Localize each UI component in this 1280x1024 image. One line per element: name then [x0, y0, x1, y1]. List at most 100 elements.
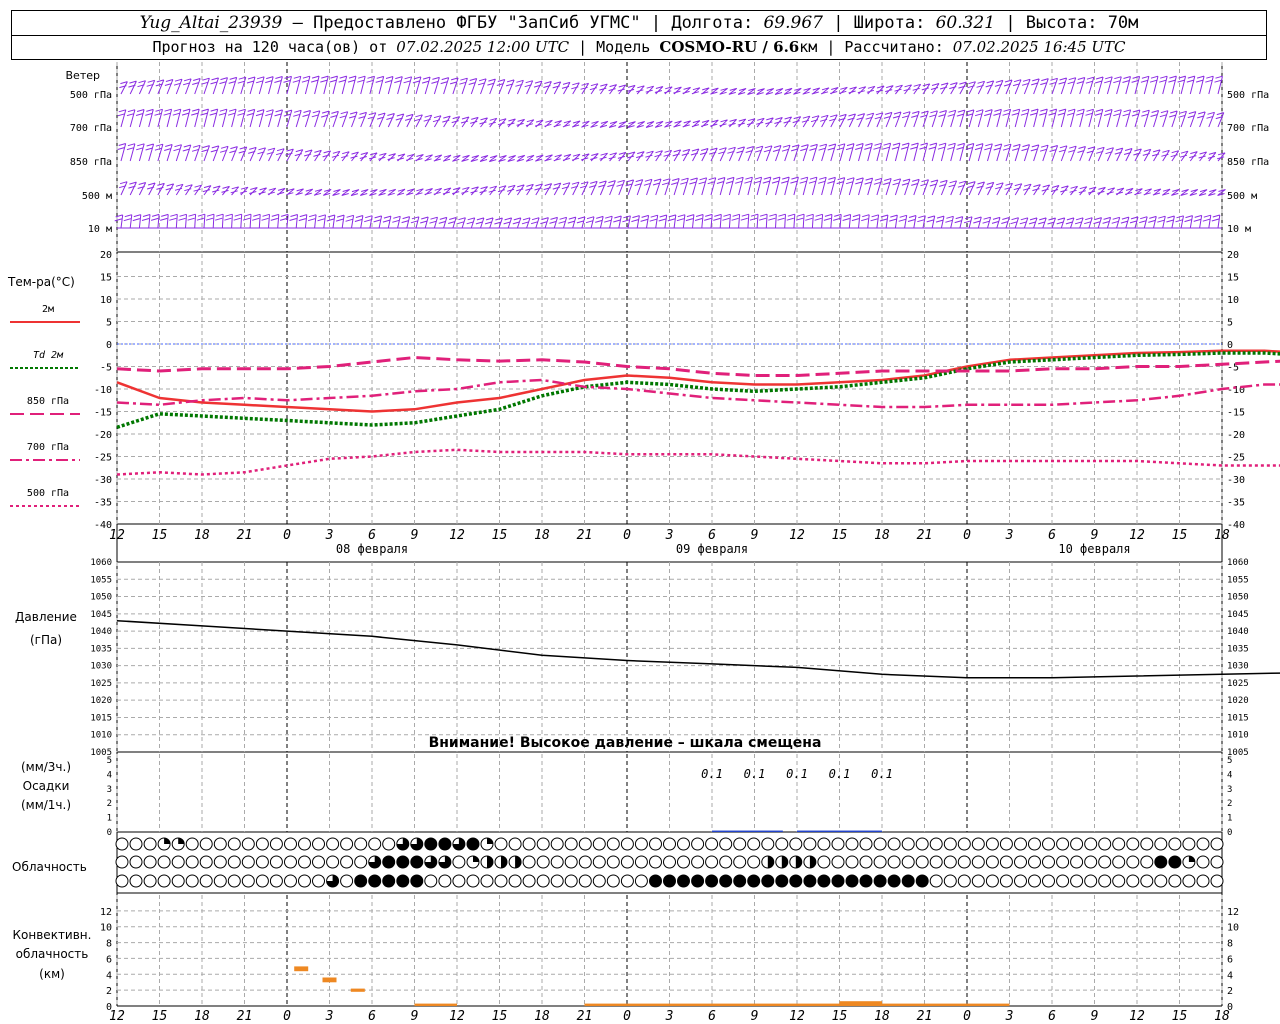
wind-barb [154, 108, 163, 128]
cloud-cover-circle [171, 855, 185, 869]
wind-barb [512, 217, 522, 229]
wind-barb [640, 214, 650, 229]
wind-barb [719, 119, 728, 128]
wind-barb [1198, 189, 1208, 197]
wind-barb [401, 216, 411, 229]
wind-barb [202, 185, 212, 196]
cloud-cover-circle [705, 874, 719, 888]
wind-barb [303, 149, 313, 162]
wind-barb [645, 85, 655, 95]
wind-barb [237, 76, 247, 95]
cloud-cover-fill [487, 838, 493, 844]
wind-barb [173, 78, 183, 95]
wind-barb [215, 213, 224, 229]
wind-barb [681, 148, 691, 162]
wind-barb [1047, 217, 1056, 229]
cloud-cover-circle [929, 855, 943, 869]
wind-barb [468, 78, 478, 95]
cloud-cover-circle [831, 855, 845, 869]
wind-barb [949, 82, 958, 95]
station-name: Yug_Altai_23939 [139, 13, 283, 33]
hour-label: 18 [874, 528, 890, 543]
wind-barb [470, 186, 479, 196]
cloud-cover-circle [115, 855, 129, 869]
cloud-cover-circle [269, 837, 283, 851]
cloud-cover-circle [1140, 837, 1154, 851]
cloud-cover-circle [255, 874, 269, 888]
wind-barb [228, 76, 238, 95]
wind-barb [1166, 215, 1175, 229]
hour-label-bottom: 12 [789, 1009, 805, 1024]
wind-barb [954, 216, 964, 229]
hour-label-bottom: 6 [368, 1009, 376, 1024]
wind-barb [1149, 75, 1159, 95]
conv-bar [294, 966, 309, 972]
cloud-cover-circle [354, 837, 368, 851]
wind-barb [1142, 148, 1152, 162]
wind-barb [1195, 75, 1205, 95]
cloud-cover-fill [326, 875, 339, 888]
cloud-cover-circle [620, 874, 634, 888]
wind-barb [279, 213, 289, 229]
wind-barb [713, 213, 722, 229]
wind-barb [562, 153, 572, 162]
wind-barb [690, 148, 700, 162]
wind-barb [497, 118, 507, 128]
conv-bar [350, 988, 365, 992]
wind-barb [135, 109, 145, 128]
conv-tick-left: 4 [106, 970, 112, 981]
pressure-tick-right: 1050 [1227, 593, 1249, 603]
cloud-cover-circle [1210, 874, 1224, 888]
wind-barb [1058, 145, 1068, 162]
wind-barb [255, 76, 265, 95]
temp-series-line [116, 351, 1280, 429]
conv-title-2: облачность [16, 947, 89, 961]
cloud-cover-circle [1140, 855, 1154, 869]
wind-barb [1161, 188, 1171, 196]
wind-barb [636, 151, 645, 162]
latitude-value: 60.321 [935, 13, 996, 33]
wind-barb [311, 110, 321, 128]
wind-barb [1085, 76, 1095, 95]
wind-barb [911, 110, 920, 128]
wind-barb [218, 108, 228, 128]
cloud-cover-circle [564, 855, 578, 869]
conv-bar [584, 1003, 840, 1006]
wind-barb [920, 110, 929, 128]
wind-barb [1105, 147, 1114, 162]
wind-barb [590, 153, 599, 162]
cloud-cover-circle [789, 874, 803, 888]
cloud-cover-circle [1042, 855, 1055, 869]
wind-barb [320, 110, 330, 128]
cloud-cover-circle [873, 874, 887, 888]
wind-barb [494, 217, 503, 229]
wind-barb [294, 149, 304, 162]
cloud-cover-circle [1084, 874, 1098, 888]
wind-level-label-left: 500 гПа [70, 90, 112, 101]
cloud-cover-fill [368, 856, 381, 868]
header-row-forecast: Прогноз на 120 часа(ов) от 07.02.2025 12… [12, 35, 1266, 59]
wind-barb [716, 177, 726, 196]
wind-barb [1206, 111, 1215, 128]
wind-barb [667, 214, 677, 229]
precip-bar [712, 830, 783, 832]
wind-barb [967, 81, 976, 95]
cloud-cover-circle [340, 874, 354, 888]
wind-barb [119, 81, 128, 95]
wind-barb [549, 216, 558, 229]
wind-barb [864, 142, 873, 162]
legend-label: 2м [42, 304, 54, 315]
conv-tick-right: 10 [1227, 923, 1239, 934]
cloud-cover-circle [199, 874, 213, 888]
precip-unit-3h: (мм/3ч.) [21, 760, 71, 774]
temp-tick-right: -30 [1227, 475, 1245, 486]
wind-barb [855, 143, 864, 162]
wind-barb [616, 179, 625, 196]
cloud-cover-circle [1056, 855, 1070, 869]
wind-barb [412, 76, 422, 95]
wind-barb [1087, 186, 1097, 196]
wind-barb [350, 151, 359, 162]
wind-barb [1180, 189, 1189, 196]
wind-barb [431, 76, 440, 95]
wind-barb [317, 214, 326, 229]
